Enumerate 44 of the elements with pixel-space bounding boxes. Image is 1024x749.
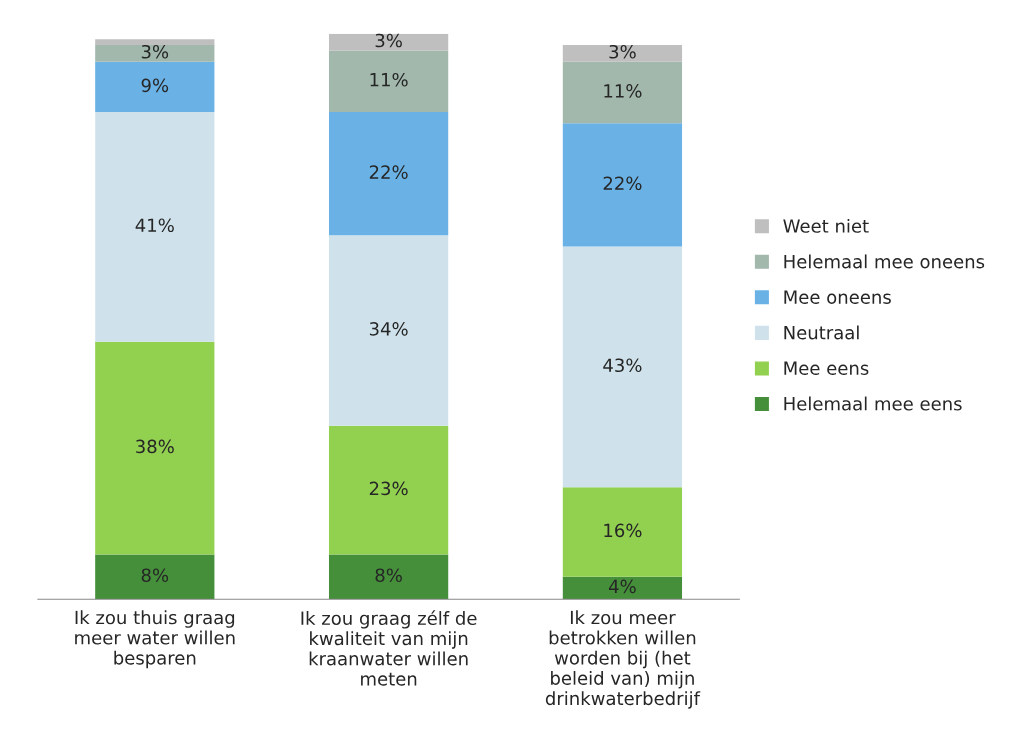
bar xyxy=(562,123,683,247)
bar xyxy=(328,554,449,600)
data-label: 11% xyxy=(370,72,408,87)
bar xyxy=(328,112,449,236)
data-label: 4% xyxy=(608,579,636,594)
legend-label: Helemaal mee eens xyxy=(784,396,962,411)
bar xyxy=(95,112,215,342)
data-label: 22% xyxy=(603,176,642,191)
data-label: 43% xyxy=(603,358,642,373)
legend-label: Helemaal mee oneens xyxy=(784,254,985,269)
bar xyxy=(95,61,215,113)
legend-label: Weet niet xyxy=(783,218,869,233)
x-tick-label: Ik zou meer betrokken willen worden bij (het beleid van) mijn drinkwaterbedrijf xyxy=(545,610,701,709)
bar xyxy=(328,425,449,555)
x-tick-label: Ik zou graag zélf de kwaliteit van mijn kraanwater willen meten xyxy=(301,610,477,686)
data-label: 22% xyxy=(369,165,408,179)
bar xyxy=(95,44,215,62)
bar xyxy=(328,50,449,113)
bar xyxy=(328,235,449,426)
data-label: 3% xyxy=(609,44,636,59)
data-label: 34% xyxy=(369,322,408,336)
data-label: 23% xyxy=(369,481,408,496)
data-label: 8% xyxy=(141,568,169,583)
legend-label: Mee eens xyxy=(784,361,869,375)
bar xyxy=(562,44,683,62)
bar xyxy=(95,39,215,45)
bar xyxy=(562,487,683,577)
bar xyxy=(562,61,683,124)
data-label: 38% xyxy=(136,439,174,454)
bar xyxy=(95,341,215,555)
data-label: 11% xyxy=(604,84,642,98)
data-label: 8% xyxy=(375,568,402,583)
data-label: 9% xyxy=(141,78,169,93)
x-tick-label: Ik zou thuis graag meer water willen besparen xyxy=(75,610,235,669)
legend-label: Mee oneens xyxy=(784,290,891,304)
bar xyxy=(562,576,683,600)
data-label: 3% xyxy=(375,33,402,48)
bar xyxy=(328,33,449,51)
data-label: 16% xyxy=(604,523,642,538)
data-label: 3% xyxy=(141,44,169,59)
bar xyxy=(562,246,683,488)
legend-label: Neutraal xyxy=(784,325,859,340)
bar xyxy=(95,554,215,600)
data-label: 41% xyxy=(135,218,174,233)
